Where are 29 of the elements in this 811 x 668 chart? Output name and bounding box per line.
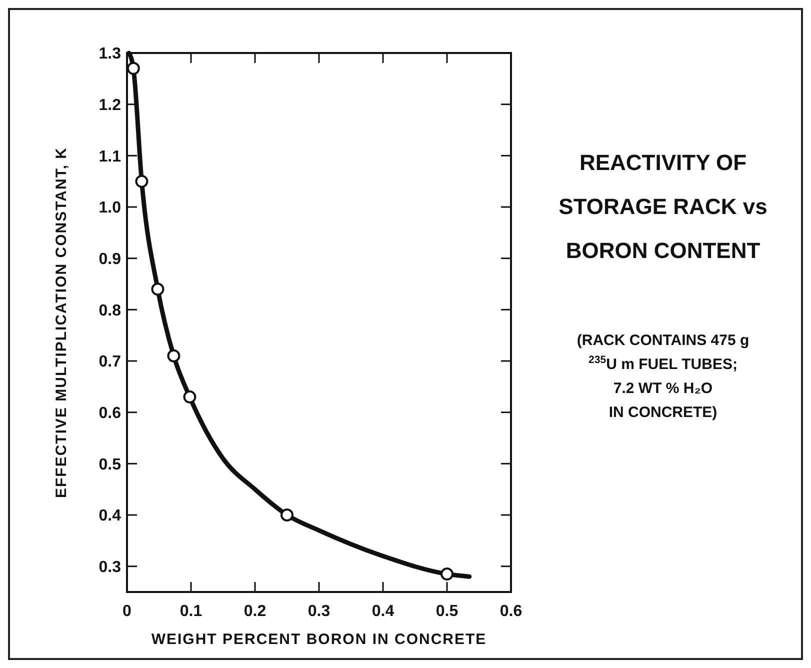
x-tick-label: 0.2 <box>244 603 266 620</box>
point <box>280 508 294 522</box>
y-tick-label: 0.4 <box>98 508 122 525</box>
y-tick-label: 0.3 <box>98 558 122 576</box>
y-tick-label: 0.5 <box>98 456 122 474</box>
y-tick-label: 1.3 <box>98 46 122 63</box>
y-tick-label: 1.0 <box>98 200 122 217</box>
x-tick-label: 0.1 <box>180 603 202 620</box>
point <box>167 349 180 362</box>
y-tick-label: 0.9 <box>98 250 122 268</box>
text: (RACK CONTAINS 475 g $^{235}$U m FUEL TUBES; 7.2 WT % H₂O IN CONCRETE) <box>576 332 750 421</box>
y-tick-label: 0.7 <box>98 354 122 371</box>
y-tick-label: 0.6 <box>98 404 122 422</box>
x-tick-label: 0.5 <box>436 603 458 620</box>
point <box>151 282 164 296</box>
y-axis-title: EFFECTIVE MULTIPLICATION CONSTANT, K <box>53 147 70 498</box>
x-tick-label: 0 <box>122 603 132 620</box>
point <box>440 568 454 581</box>
point <box>135 174 148 188</box>
point <box>126 62 140 75</box>
x-tick-label: 0.6 <box>500 603 522 620</box>
y-tick-label: 1.1 <box>98 148 122 166</box>
x-tick-label: 0.3 <box>308 603 330 620</box>
x-tick-label: 0.4 <box>372 603 394 620</box>
text: REACTIVITY OF STORAGE RACK vs BORON CONTENT <box>558 150 768 263</box>
x-axis-title: WEIGHT PERCENT BORON IN CONCRETE <box>151 631 487 648</box>
y-tick-label: 0.8 <box>98 302 122 320</box>
y-tick-label: 1.2 <box>98 96 122 114</box>
point <box>183 390 196 404</box>
